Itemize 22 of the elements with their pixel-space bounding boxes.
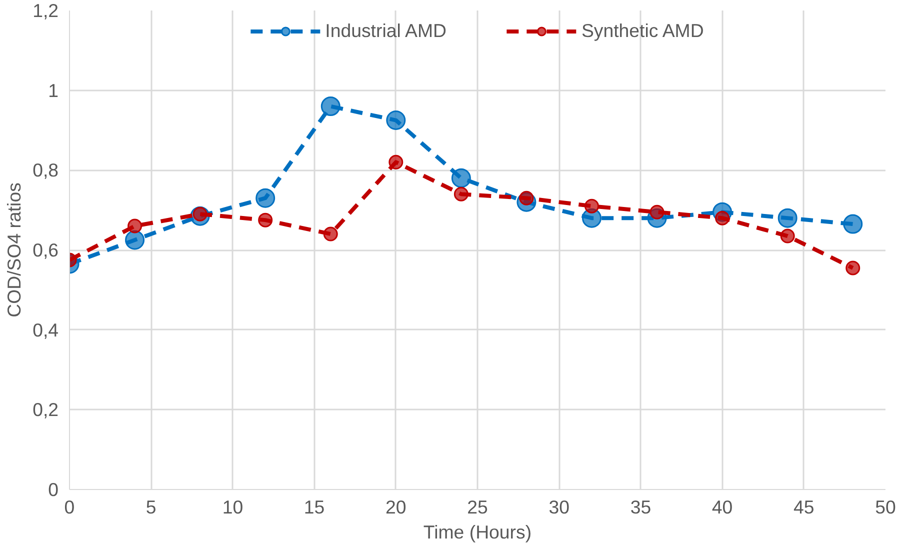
- x-tick-label: 5: [146, 496, 156, 518]
- x-tick-label: 40: [712, 496, 733, 518]
- y-axis-title: COD/SO4 ratios: [4, 182, 25, 318]
- y-tick-label: 0,6: [32, 240, 59, 260]
- y-tick-label: 0,2: [32, 399, 59, 420]
- y-tick-label: 0: [48, 479, 59, 500]
- y-tick-label: 1,2: [32, 0, 59, 21]
- x-tick-label: 35: [630, 496, 652, 518]
- y-tick-label: 0,8: [32, 160, 59, 181]
- x-tick-label: 30: [548, 496, 570, 518]
- legend-label: Industrial AMD: [325, 20, 446, 42]
- x-tick-label: 25: [467, 496, 488, 518]
- x-tick-label: 20: [386, 496, 406, 518]
- x-tick-label: 15: [304, 496, 325, 518]
- y-tick-label: 1: [48, 80, 59, 101]
- x-tick-label: 50: [875, 496, 896, 518]
- x-tick-label: 10: [222, 496, 244, 518]
- y-tick-label: 0,4: [32, 319, 59, 340]
- x-axis-title: Time (Hours): [423, 522, 532, 542]
- x-tick-label: 45: [794, 496, 814, 518]
- legend-label: Synthetic AMD: [581, 20, 704, 42]
- x-tick-label: 0: [64, 496, 75, 518]
